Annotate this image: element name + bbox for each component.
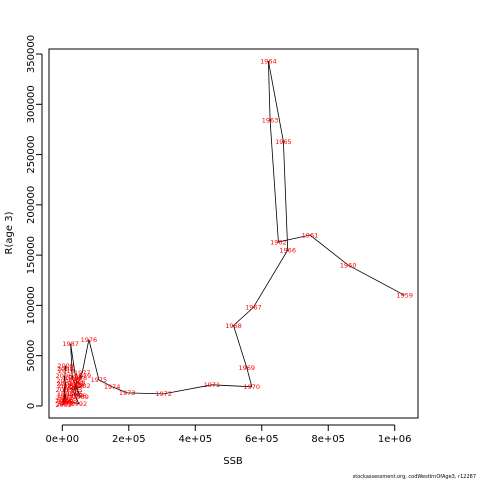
year-label: 2001	[57, 380, 74, 388]
year-label: 1967	[245, 304, 262, 312]
year-label: 1977	[74, 369, 91, 377]
y-tick-label: 200000	[26, 186, 37, 224]
year-label: 1997	[58, 396, 75, 404]
year-label: 1971	[204, 381, 221, 389]
year-label: 1965	[275, 138, 292, 146]
year-label: 1963	[262, 117, 279, 125]
year-label: 1972	[155, 390, 172, 398]
x-tick-label: 6e+05	[245, 434, 279, 445]
year-label: 1982	[74, 382, 91, 390]
y-tick-label: 250000	[26, 135, 37, 173]
year-label: 2005	[57, 382, 74, 390]
footer-credit: stockassessment.org, codWestIrnOfAge3, r…	[353, 474, 476, 480]
x-tick-label: 0e+00	[45, 434, 79, 445]
y-tick-label: 300000	[26, 85, 37, 123]
year-label: 1990	[67, 382, 84, 390]
year-label: 1983	[66, 386, 83, 394]
year-label: 1985	[67, 390, 84, 398]
year-label: 2008	[57, 365, 74, 373]
year-label: 1962	[270, 238, 287, 246]
year-label: 1980	[69, 379, 86, 387]
axes: 0e+00 2e+05 4e+05 6e+05 8e+05 1e+06 0 50000 1000…	[26, 35, 412, 445]
year-label: 2000	[56, 386, 73, 394]
year-label: 2004	[56, 394, 73, 402]
y-tick-label: 350000	[26, 35, 37, 73]
y-tick-label: 150000	[26, 236, 37, 274]
year-label: 1986	[70, 392, 87, 400]
year-label: 1995	[57, 398, 74, 406]
year-label: 1959	[396, 292, 413, 300]
year-label: 2002	[55, 401, 72, 409]
year-label: 1998	[57, 390, 74, 398]
year-label: 1999	[56, 400, 73, 408]
x-tick-label: 2e+05	[112, 434, 146, 445]
y-tick-label: 50000	[26, 340, 37, 372]
year-label: 2010	[58, 367, 75, 375]
year-label: 2006	[56, 372, 73, 380]
year-labels: 1959 1960 1961 1962 1963 1964 1965 1966 1967 1968…	[55, 57, 413, 409]
year-label: 1960	[340, 261, 357, 269]
year-label: 1992	[71, 400, 88, 408]
year-label: 1975	[91, 376, 108, 384]
year-label: 1988	[64, 374, 81, 382]
x-tick-label: 1e+06	[378, 434, 412, 445]
year-label: 1968	[225, 322, 242, 330]
plot-frame	[48, 48, 419, 419]
year-label: 1973	[119, 389, 136, 397]
year-label: 1961	[302, 231, 319, 239]
year-label: 1994	[59, 399, 76, 407]
series-line	[62, 61, 405, 405]
year-label: 1966	[279, 246, 296, 254]
y-tick-label: 0	[26, 403, 37, 409]
x-axis-title: SSB	[223, 456, 243, 467]
year-label: 1964	[260, 57, 277, 65]
y-axis-title: R(age 3)	[4, 211, 15, 254]
year-label: 1984	[68, 380, 85, 388]
year-label: 1989	[72, 393, 89, 401]
year-label: 1978	[71, 374, 88, 382]
x-tick-label: 4e+05	[178, 434, 212, 445]
y-tick-label: 100000	[26, 286, 37, 324]
year-label: 2003	[55, 397, 72, 405]
year-label: 1993	[61, 397, 78, 405]
year-label: 1969	[239, 364, 256, 372]
year-label: 2009	[57, 362, 74, 370]
year-label: 1996	[57, 392, 74, 400]
year-label: 1974	[104, 383, 121, 391]
sr-trajectory-line	[62, 61, 405, 405]
year-label: 1970	[244, 383, 261, 391]
year-label: 1981	[67, 376, 84, 384]
year-label: 1976	[81, 336, 98, 344]
year-label: 2007	[56, 377, 73, 385]
year-label: 1979	[75, 372, 92, 380]
year-label: 1987	[62, 340, 79, 348]
year-label: 1991	[63, 384, 80, 392]
x-tick-label: 8e+05	[311, 434, 345, 445]
